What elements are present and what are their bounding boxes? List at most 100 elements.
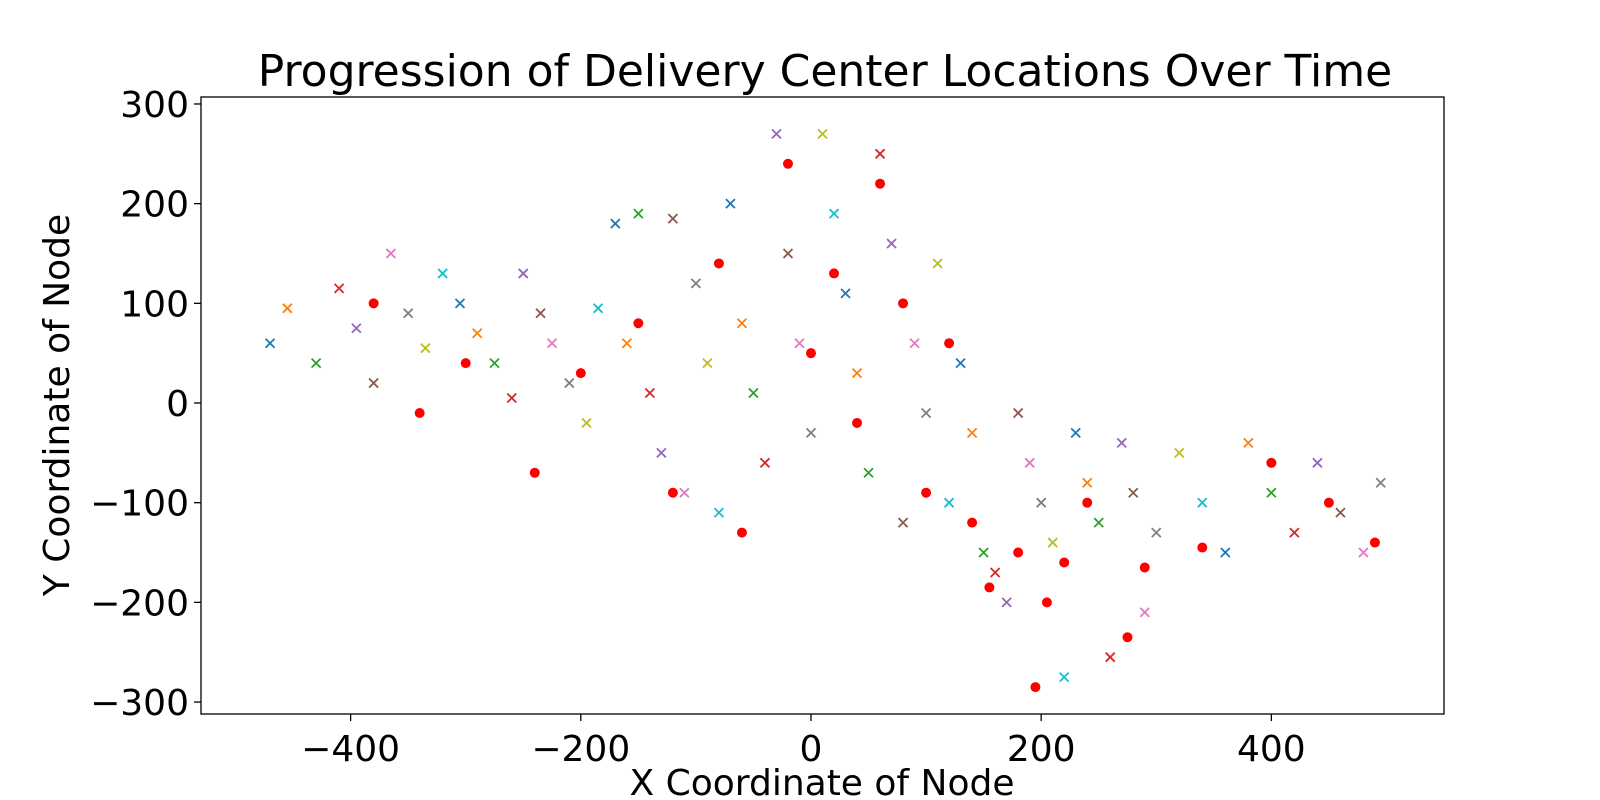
delivery-center-point <box>368 298 379 309</box>
node-point <box>886 238 897 249</box>
delivery-center-point <box>829 268 840 279</box>
delivery-center-point <box>1082 497 1093 508</box>
node-point <box>943 497 955 508</box>
x-axis-label: X Coordinate of Node <box>630 763 1015 800</box>
delivery-center-point <box>1013 547 1024 558</box>
x-tick-label: 400 <box>1237 729 1306 770</box>
chart-title: Progression of Delivery Center Locations… <box>258 46 1392 97</box>
node-point <box>1220 547 1231 558</box>
delivery-center-point <box>736 527 747 538</box>
node-point <box>702 358 713 369</box>
node-point <box>1105 652 1116 663</box>
y-tick-label: −300 <box>90 683 189 724</box>
node-point <box>1358 547 1369 558</box>
y-axis-label: Y Coordinate of Node <box>37 214 78 597</box>
node-point <box>420 343 431 354</box>
node-point <box>264 338 276 349</box>
node-point <box>535 308 546 319</box>
node-point <box>1375 477 1386 488</box>
delivery-center-point <box>1122 632 1133 643</box>
node-point <box>592 303 604 314</box>
node-point <box>690 278 702 289</box>
node-point <box>713 507 725 518</box>
node-point <box>1174 447 1185 458</box>
node-point <box>1266 487 1277 498</box>
delivery-center-point <box>667 487 678 498</box>
node-point <box>581 417 592 429</box>
y-tick-label: −100 <box>90 484 189 525</box>
y-tick-label: 200 <box>120 185 189 226</box>
delivery-center-point <box>460 358 471 369</box>
node-point <box>955 358 966 369</box>
node-point <box>725 198 736 209</box>
node-point <box>920 407 932 419</box>
node-point <box>1139 607 1150 618</box>
node-point <box>333 283 345 294</box>
node-point <box>1312 457 1323 468</box>
node-point <box>897 517 909 528</box>
delivery-center-point <box>1323 497 1334 508</box>
data-points <box>264 128 1386 693</box>
node-point <box>1151 527 1162 538</box>
node-point <box>633 208 644 219</box>
y-tick-label: 100 <box>120 284 189 325</box>
node-point <box>489 358 500 369</box>
node-point <box>759 457 771 468</box>
node-point <box>564 377 575 389</box>
node-point <box>1047 537 1058 548</box>
node-point <box>748 387 759 399</box>
node-point <box>794 338 805 349</box>
node-point <box>966 427 978 439</box>
delivery-center-point <box>852 417 863 428</box>
node-point <box>1059 671 1070 683</box>
delivery-center-point <box>575 368 586 379</box>
node-point <box>909 338 920 349</box>
node-point <box>1024 457 1035 468</box>
node-point <box>679 487 690 498</box>
delivery-center-point <box>1030 682 1041 693</box>
node-point <box>403 308 414 319</box>
delivery-center-point <box>414 407 425 418</box>
node-point <box>1116 437 1127 449</box>
node-point <box>1001 597 1012 608</box>
delivery-center-point <box>1369 537 1380 548</box>
x-axis-ticks: −400 −200 0 200 400 <box>301 714 1306 770</box>
delivery-center-point <box>1266 457 1277 468</box>
node-point <box>990 567 1001 578</box>
delivery-center-point <box>944 338 955 349</box>
node-point <box>736 318 748 329</box>
node-point <box>282 303 293 314</box>
node-point <box>771 128 782 140</box>
delivery-center-point <box>805 348 816 359</box>
delivery-center-point <box>1059 557 1070 568</box>
y-tick-label: −200 <box>90 583 189 624</box>
delivery-center-point <box>1139 562 1150 573</box>
node-point <box>644 387 655 399</box>
node-point <box>863 467 874 478</box>
y-tick-label: 300 <box>120 85 189 126</box>
x-tick-label: −200 <box>531 729 630 770</box>
node-point <box>667 213 679 224</box>
node-point <box>828 208 840 219</box>
delivery-center-point <box>921 487 932 498</box>
node-point <box>1289 527 1300 538</box>
delivery-center-point <box>1041 597 1052 608</box>
x-tick-label: −400 <box>301 729 400 770</box>
plot-frame <box>200 96 1445 715</box>
delivery-center-point <box>984 582 995 593</box>
node-point <box>610 218 621 229</box>
delivery-center-point <box>875 178 886 189</box>
node-point <box>1013 407 1024 419</box>
node-point <box>506 392 517 404</box>
x-tick-label: 0 <box>800 729 823 770</box>
delivery-center-point <box>967 517 978 528</box>
node-point <box>310 358 322 369</box>
delivery-center-point <box>529 467 540 478</box>
node-point <box>1082 477 1093 488</box>
node-point <box>351 323 362 334</box>
delivery-center-point <box>633 318 644 329</box>
node-point <box>782 248 794 259</box>
node-point <box>1093 517 1104 528</box>
node-point <box>1197 497 1208 508</box>
